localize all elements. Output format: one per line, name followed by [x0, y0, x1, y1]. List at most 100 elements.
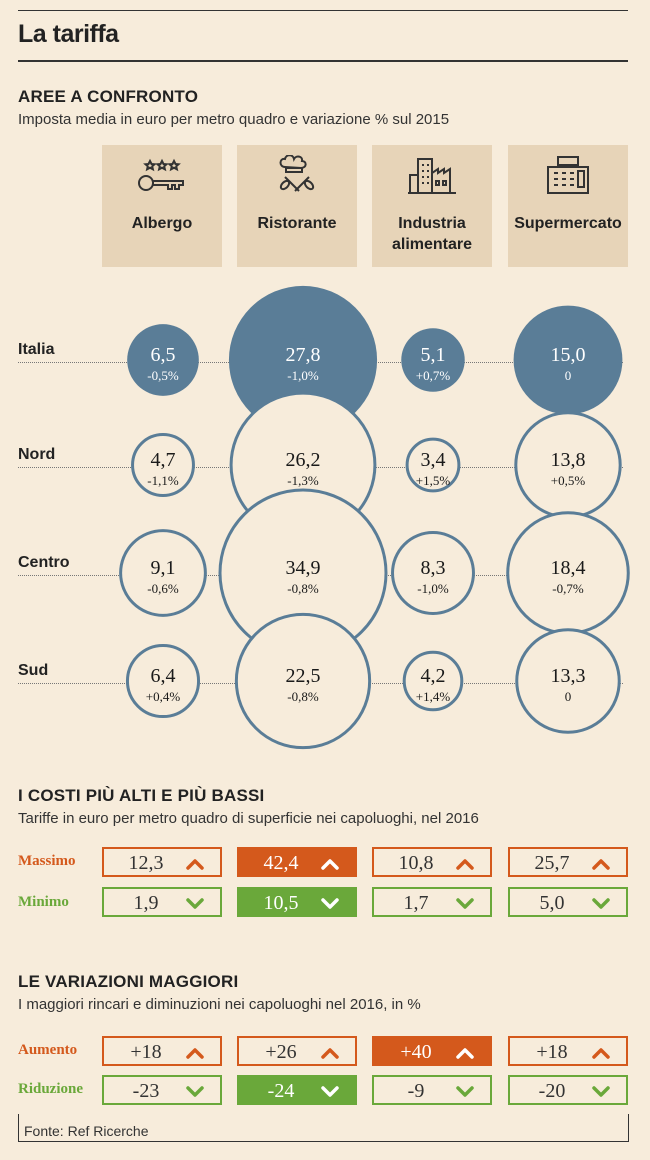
- row-label-massimo: Massimo: [18, 853, 76, 869]
- bubble-change-nord-ristorante: -1,3%: [287, 473, 319, 488]
- bubble-sud-ristorante: [234, 612, 372, 750]
- bubble-change-italia-supermercato: 0: [565, 368, 572, 383]
- chevron-down-icon: [321, 898, 339, 909]
- bubble-value-italia-industria-alimentare: 5,1: [421, 344, 446, 366]
- cell-aumento-albergo: +18: [102, 1036, 222, 1066]
- bubble-change-italia-albergo: -0,5%: [147, 368, 179, 383]
- chevron-up-icon: [456, 859, 474, 870]
- cell-value: 12,3: [128, 852, 164, 874]
- source-frame-bottom: [18, 1141, 629, 1142]
- cell-value: 1,9: [133, 892, 159, 914]
- bubble-change-sud-albergo: +0,4%: [146, 689, 181, 704]
- chevron-down-icon: [186, 898, 204, 909]
- region-label-nord: Nord: [18, 446, 56, 463]
- bubble-value-sud-ristorante: 22,5: [286, 665, 321, 687]
- chevron-up-icon: [186, 859, 204, 870]
- bubble-change-sud-ristorante: -0,8%: [287, 689, 319, 704]
- row-label-riduzione: Riduzione: [18, 1081, 84, 1097]
- bubble-value-centro-albergo: 9,1: [151, 557, 176, 579]
- region-label-centro: Centro: [18, 554, 70, 571]
- bubble-change-centro-supermercato: -0,7%: [552, 581, 584, 596]
- bubble-nord-albergo: [131, 433, 195, 497]
- cell-value: -23: [132, 1080, 160, 1102]
- section2-heading: I COSTI PIÙ ALTI E PIÙ BASSI: [18, 786, 265, 805]
- bubble-value-nord-supermercato: 13,8: [551, 449, 586, 471]
- cell-minimo-albergo: 1,9: [102, 887, 222, 917]
- bubble-value-nord-albergo: 4,7: [151, 449, 176, 471]
- bubble-value-italia-supermercato: 15,0: [551, 344, 586, 366]
- cell-value: 1,7: [403, 892, 429, 914]
- category-label-industria: Industria alimentare: [391, 215, 473, 253]
- category-header-industria: Industria alimentare: [372, 145, 492, 267]
- cell-value: -9: [407, 1080, 425, 1102]
- bubble-change-nord-albergo: -1,1%: [147, 473, 179, 488]
- category-header-supermercato: Supermercato: [508, 145, 628, 267]
- cell-massimo-albergo: 12,3: [102, 847, 222, 877]
- cell-value: -20: [538, 1080, 566, 1102]
- cell-massimo-industria-alimentare: 10,8: [372, 847, 492, 877]
- cell-aumento-industria-alimentare: +40: [372, 1036, 492, 1066]
- bubble-value-centro-supermercato: 18,4: [551, 557, 586, 579]
- bubble-sud-supermercato: [515, 628, 621, 734]
- bubble-change-italia-industria-alimentare: +0,7%: [416, 368, 451, 383]
- bubble-change-centro-albergo: -0,6%: [147, 581, 179, 596]
- bubble-value-nord-industria-alimentare: 3,4: [421, 449, 446, 471]
- cell-value: 42,4: [263, 852, 299, 874]
- chevron-up-icon: [592, 859, 610, 870]
- chevron-up-icon: [592, 1048, 610, 1059]
- bubble-nord-industria-alimentare: [405, 437, 461, 493]
- bubble-change-centro-ristorante: -0,8%: [287, 581, 319, 596]
- category-label-albergo: Albergo: [131, 215, 193, 232]
- bubble-value-centro-industria-alimentare: 8,3: [421, 557, 446, 579]
- cell-aumento-ristorante: +26: [237, 1036, 357, 1066]
- chevron-up-icon: [186, 1048, 204, 1059]
- cell-value: 25,7: [534, 852, 570, 874]
- cell-value: -24: [267, 1080, 295, 1102]
- cell-value: 5,0: [539, 892, 565, 914]
- cell-massimo-ristorante: 42,4: [237, 847, 357, 877]
- bubble-value-sud-supermercato: 13,3: [551, 665, 586, 687]
- chevron-down-icon: [592, 1086, 610, 1097]
- section3-subtitle: I maggiori rincari e diminuzioni nei cap…: [18, 996, 421, 1013]
- title-rule: [18, 60, 628, 62]
- cell-value: +18: [130, 1041, 162, 1063]
- bubble-italia-albergo: [127, 324, 199, 396]
- bubble-value-sud-albergo: 6,4: [151, 665, 176, 687]
- cell-aumento-supermercato: +18: [508, 1036, 628, 1066]
- bubble-italia-supermercato: [513, 305, 623, 415]
- category-header-ristorante: Ristorante: [237, 145, 357, 267]
- page-title: La tariffa: [18, 20, 119, 48]
- cell-value: 10,8: [398, 852, 434, 874]
- cell-minimo-ristorante: 10,5: [237, 887, 357, 917]
- category-header-albergo: Albergo: [102, 145, 222, 267]
- bubble-chart: 6,5 -0,5% 27,8 -1,0% 5,1 +0,7% 15,0 0 4,7 -1,1% 26…: [119, 285, 630, 750]
- section1-heading: AREE A CONFRONTO: [18, 87, 199, 106]
- cell-riduzione-ristorante: -24: [237, 1075, 357, 1105]
- bubble-sud-albergo: [125, 643, 201, 719]
- cell-riduzione-industria-alimentare: -9: [372, 1075, 492, 1105]
- source-frame-left: [18, 1114, 19, 1142]
- bubble-value-nord-ristorante: 26,2: [286, 449, 321, 471]
- bubble-value-centro-ristorante: 34,9: [286, 557, 321, 579]
- region-label-italia: Italia: [18, 341, 55, 358]
- chef-icon: [279, 155, 315, 192]
- category-label-supermercato: Supermercato: [514, 215, 622, 232]
- bubble-change-italia-ristorante: -1,0%: [287, 368, 319, 383]
- source-note: Fonte: Ref Ricerche: [24, 1123, 149, 1139]
- cash-register-icon: [547, 156, 589, 194]
- bubble-change-sud-supermercato: 0: [565, 689, 572, 704]
- cell-value: +40: [400, 1041, 432, 1063]
- bubble-value-italia-ristorante: 27,8: [286, 344, 321, 366]
- cell-value: 10,5: [263, 892, 299, 914]
- bubble-change-nord-industria-alimentare: +1,5%: [416, 473, 451, 488]
- cell-value: +26: [265, 1041, 297, 1063]
- row-label-aumento: Aumento: [18, 1042, 78, 1058]
- section2-subtitle: Tariffe in euro per metro quadro di supe…: [18, 810, 479, 827]
- cell-riduzione-supermercato: -20: [508, 1075, 628, 1105]
- cell-value: +18: [536, 1041, 568, 1063]
- chevron-down-icon: [592, 898, 610, 909]
- region-label-sud: Sud: [18, 662, 49, 679]
- bubble-change-centro-industria-alimentare: -1,0%: [417, 581, 449, 596]
- cell-minimo-industria-alimentare: 1,7: [372, 887, 492, 917]
- bubble-centro-industria-alimentare: [391, 531, 475, 615]
